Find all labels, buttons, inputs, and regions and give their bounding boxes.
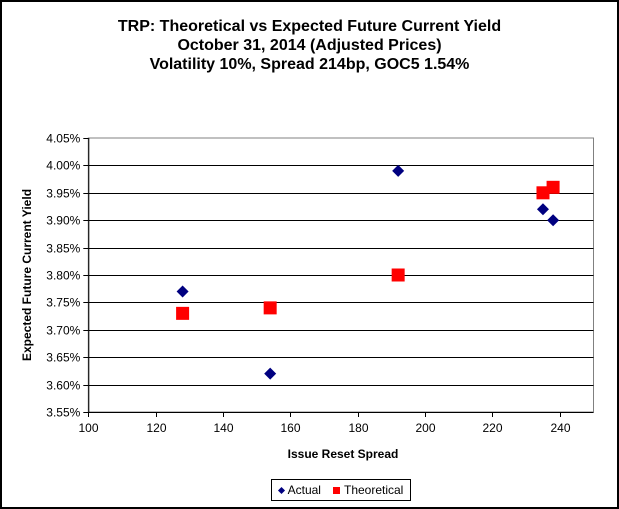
diamond-marker-icon: [277, 486, 285, 494]
x-axis-label: Issue Reset Spread: [288, 447, 399, 461]
chart-subtitle-date: October 31, 2014 (Adjusted Prices): [177, 37, 442, 54]
data-point-actual: [536, 203, 549, 216]
chart-subtitle-params: Volatility 10%, Spread 214bp, GOC5 1.54%: [149, 56, 470, 73]
square-marker-icon: [332, 486, 340, 494]
data-point-theoretical: [176, 306, 190, 320]
legend-label-actual: Actual: [287, 483, 321, 497]
x-tick-label: 180: [348, 421, 368, 435]
chart-title: TRP: Theoretical vs Expected Future Curr…: [117, 18, 502, 35]
y-tick-label: 3.80%: [46, 269, 80, 283]
x-tick-label: 160: [280, 421, 300, 435]
data-point-actual: [264, 367, 277, 380]
legend-item-theoretical: Theoretical: [332, 483, 404, 497]
y-tick-label: 3.70%: [46, 324, 80, 338]
y-tick-label: 3.85%: [46, 242, 80, 256]
data-point-theoretical: [391, 268, 405, 282]
x-tick-label: 100: [78, 421, 98, 435]
legend-item-actual: Actual: [277, 483, 321, 497]
y-tick-label: 3.65%: [46, 351, 80, 365]
y-tick-label: 3.90%: [46, 214, 80, 228]
y-tick-label: 3.95%: [46, 187, 80, 201]
x-tick-label: 200: [415, 421, 435, 435]
y-tick-label: 4.05%: [46, 132, 80, 146]
data-point-actual: [392, 164, 405, 177]
x-tick-label: 220: [482, 421, 502, 435]
data-point-actual: [547, 214, 560, 227]
legend: Actual Theoretical: [271, 479, 411, 501]
data-point-theoretical: [536, 186, 550, 200]
y-tick-label: 4.00%: [46, 159, 80, 173]
x-tick-label: 240: [550, 421, 570, 435]
x-tick-label: 140: [213, 421, 233, 435]
y-tick-label: 3.60%: [46, 379, 80, 393]
data-point-actual: [176, 285, 189, 298]
y-tick-label: 3.75%: [46, 296, 80, 310]
legend-label-theoretical: Theoretical: [343, 483, 404, 497]
y-axis-label: Expected Future Current Yield: [20, 189, 34, 361]
data-point-theoretical: [263, 301, 277, 315]
x-tick-label: 120: [146, 421, 166, 435]
y-tick-label: 3.55%: [46, 406, 80, 420]
data-point-theoretical: [546, 180, 560, 194]
